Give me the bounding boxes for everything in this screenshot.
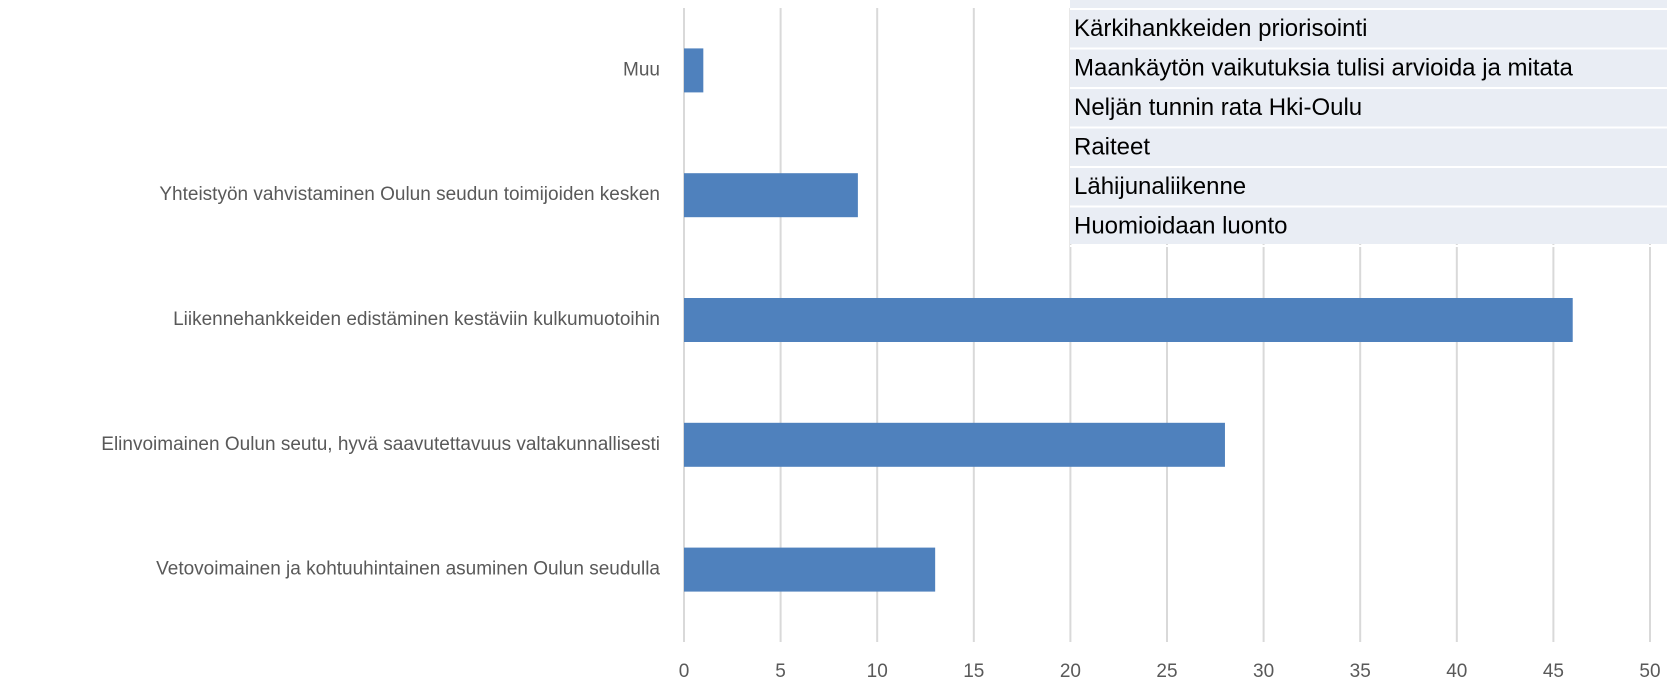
list-box [1070,0,1667,244]
x-tick-label: 0 [679,661,690,682]
x-tick-label: 15 [963,661,984,682]
x-tick-label: 45 [1543,661,1564,682]
y-tick-label: Liikennehankkeiden edistäminen kestäviin… [173,309,660,330]
x-tick-label: 5 [775,661,786,682]
x-tick-label: 40 [1446,661,1467,682]
x-tick-label: 25 [1156,661,1177,682]
bar [684,173,858,218]
y-tick-label: Muu [623,59,660,80]
y-tick-label: Vetovoimainen ja kohtuuhintainen asumine… [156,559,660,580]
list-item: Neljän tunnin rata Hki-Oulu [1074,94,1362,121]
list-item: Raiteet [1074,134,1150,161]
bar [684,547,936,592]
x-tick-label: 20 [1060,661,1081,682]
y-tick-label: Elinvoimainen Oulun seutu, hyvä saavutet… [101,434,660,455]
y-tick-label: Yhteistyön vahvistaminen Oulun seudun to… [159,184,660,205]
list-item: Lähijunaliikenne [1074,173,1246,200]
list-item: Maankäytön vaikutuksia tulisi arvioida j… [1074,55,1574,82]
list-item: Kärkihankkeiden priorisointi [1074,15,1367,42]
x-tick-label: 35 [1350,661,1371,682]
x-tick-label: 30 [1253,661,1274,682]
bar [684,298,1573,342]
x-tick-label: 50 [1639,661,1660,682]
bar [684,48,704,93]
bar [684,422,1225,467]
x-tick-label: 10 [867,661,888,682]
list-item: Huomioidaan luonto [1074,213,1287,240]
